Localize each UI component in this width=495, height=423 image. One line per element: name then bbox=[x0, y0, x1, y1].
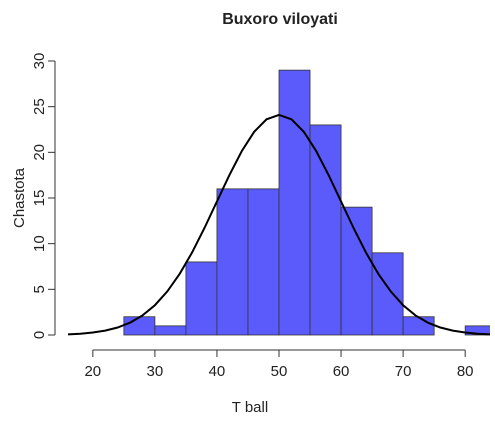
x-tick-label: 50 bbox=[271, 363, 288, 380]
bar bbox=[154, 325, 187, 336]
bar bbox=[247, 188, 280, 336]
x-tick-label: 40 bbox=[209, 363, 226, 380]
x-tick-label: 70 bbox=[395, 363, 412, 380]
density-curve bbox=[68, 113, 490, 336]
y-tick-label: 5 bbox=[31, 285, 48, 293]
bar bbox=[309, 124, 342, 336]
plot-area bbox=[68, 69, 490, 336]
y-tick-label: 15 bbox=[31, 190, 48, 207]
bar bbox=[340, 206, 373, 336]
bar bbox=[123, 316, 156, 336]
y-axis-label: Chastota bbox=[11, 167, 28, 228]
x-tick-label: 30 bbox=[147, 363, 164, 380]
bar bbox=[278, 69, 311, 336]
y-tick-label: 30 bbox=[31, 53, 48, 70]
bar bbox=[464, 325, 490, 336]
y-tick-label: 10 bbox=[31, 235, 48, 252]
bar bbox=[216, 188, 249, 336]
bar bbox=[371, 252, 404, 336]
x-tick-label: 80 bbox=[457, 363, 474, 380]
x-tick-label: 20 bbox=[84, 363, 101, 380]
y-tick-label: 0 bbox=[31, 331, 48, 339]
bar bbox=[402, 316, 435, 336]
x-axis-label: T ball bbox=[232, 399, 268, 416]
x-tick-label: 60 bbox=[333, 363, 350, 380]
y-tick-label: 25 bbox=[31, 98, 48, 115]
bar bbox=[185, 261, 218, 336]
chart-title: Buxoro viloyati bbox=[222, 11, 338, 28]
y-tick-label: 20 bbox=[31, 144, 48, 161]
